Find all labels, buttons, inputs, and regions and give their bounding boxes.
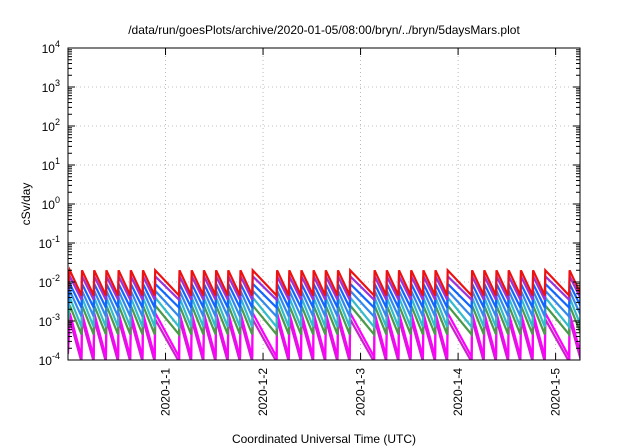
x-tick-label: 2020-1-3 [354,368,368,416]
y-tick-label: 102 [42,117,60,134]
x-axis-label: Coordinated Universal Time (UTC) [232,432,416,446]
y-tick-label: 10-1 [39,234,60,251]
x-tick-label: 2020-1-1 [159,368,173,416]
chart-title: /data/run/goesPlots/archive/2020-01-05/0… [128,23,520,37]
y-tick-label: 103 [42,78,60,95]
series-layer [68,266,580,360]
y-tick-label: 10-3 [39,312,60,329]
x-tick-label: 2020-1-4 [451,368,465,416]
y-tick-label: 101 [42,156,60,173]
x-tick-label: 2020-1-2 [256,368,270,416]
x-tick-label: 2020-1-5 [549,368,563,416]
y-axis-label: cSv/day [19,183,33,226]
y-tick-label: 10-2 [39,273,60,290]
series-line [68,266,580,299]
y-tick-label: 10-4 [39,351,60,368]
x-axis: 2020-1-1 2020-1-2 2020-1-3 2020-1-4 2020-1-5 [159,48,563,416]
y-tick-label: 104 [42,39,60,56]
y-tick-label: 100 [42,195,60,212]
y-axis: 10-4 10-3 10-2 10-1 100 101 102 103 104 [39,39,580,368]
